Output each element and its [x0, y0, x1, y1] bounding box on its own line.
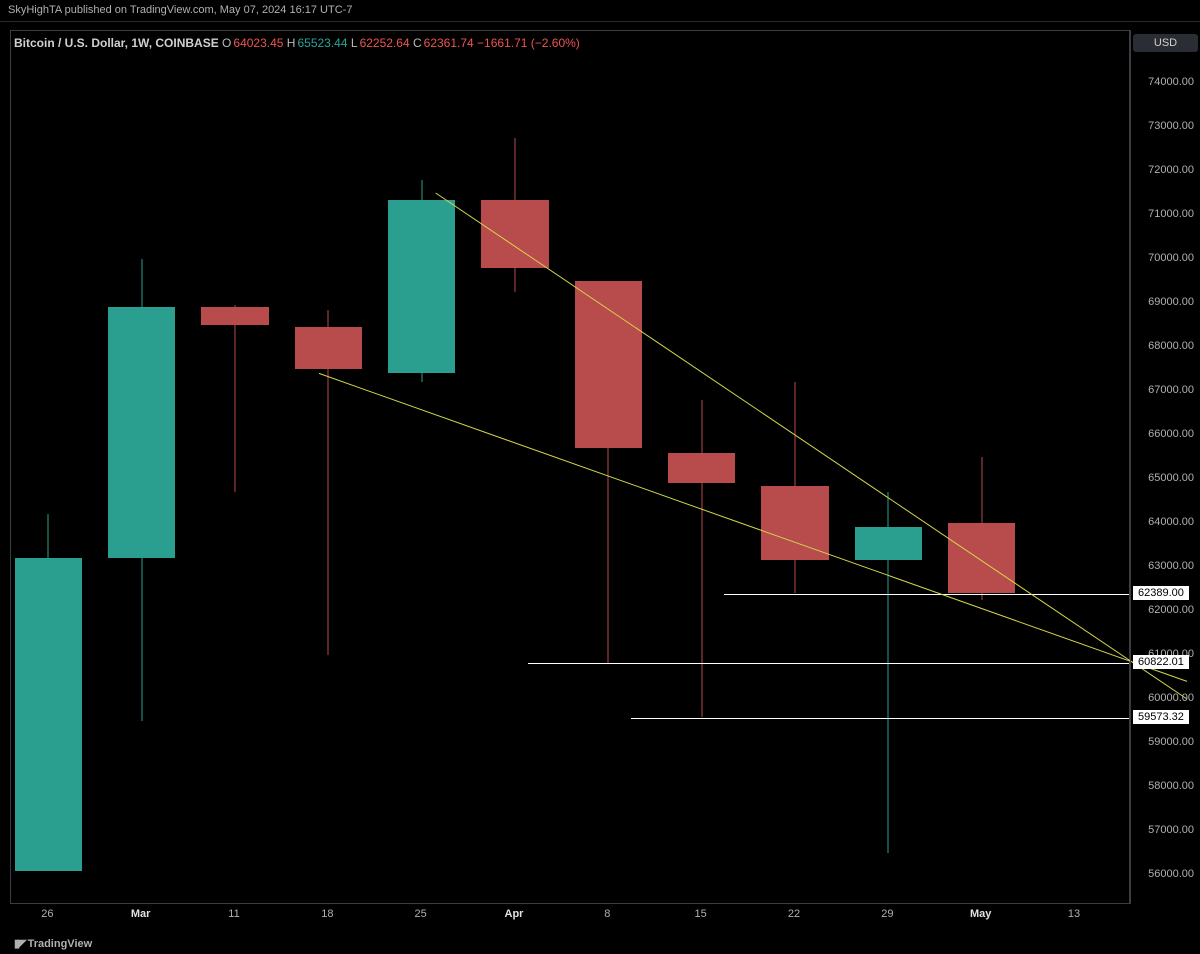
chart-header: Bitcoin / U.S. Dollar, 1W, COINBASE O640… [14, 36, 580, 50]
y-tick: 68000.00 [1148, 340, 1194, 352]
candle [295, 61, 362, 875]
x-tick: Apr [505, 908, 524, 920]
y-tick: 69000.00 [1148, 296, 1194, 308]
y-tick: 59000.00 [1148, 736, 1194, 748]
x-tick: 25 [415, 908, 427, 920]
x-tick: 18 [321, 908, 333, 920]
y-tick: 57000.00 [1148, 824, 1194, 836]
candle [201, 61, 268, 875]
x-tick: 26 [41, 908, 53, 920]
x-tick: May [970, 908, 991, 920]
y-tick: 70000.00 [1148, 252, 1194, 264]
y-tick: 72000.00 [1148, 164, 1194, 176]
price-line-label: 60822.01 [1133, 655, 1189, 669]
candle [948, 61, 1015, 875]
y-tick: 67000.00 [1148, 384, 1194, 396]
y-tick: 62000.00 [1148, 604, 1194, 616]
candle [761, 61, 828, 875]
y-tick: 56000.00 [1148, 868, 1194, 880]
support-line [631, 718, 1129, 719]
time-axis[interactable]: 26 Mar 11 18 25 Apr 8 15 22 29 May 13 [10, 904, 1130, 934]
publish-info: SkyHighTA published on TradingView.com, … [8, 4, 352, 16]
x-tick: 22 [788, 908, 800, 920]
x-tick: 8 [604, 908, 610, 920]
watermark-text: TradingView [28, 938, 93, 950]
ohlc-readout: O64023.45 H65523.44 L62252.64 C62361.74 … [222, 36, 580, 50]
candle [668, 61, 735, 875]
y-tick: 71000.00 [1148, 208, 1194, 220]
y-tick: 66000.00 [1148, 428, 1194, 440]
y-tick: 60000.00 [1148, 692, 1194, 704]
y-tick: 73000.00 [1148, 120, 1194, 132]
candle [855, 61, 922, 875]
support-line [528, 663, 1129, 664]
candle [575, 61, 642, 875]
candle [15, 61, 82, 875]
x-tick: Mar [131, 908, 151, 920]
y-tick: 65000.00 [1148, 472, 1194, 484]
candle [388, 61, 455, 875]
support-line [724, 594, 1129, 595]
x-tick: 29 [881, 908, 893, 920]
tradingview-icon: ▮◤ [14, 938, 25, 950]
price-line-label: 59573.32 [1133, 710, 1189, 724]
candle [481, 61, 548, 875]
currency-badge[interactable]: USD [1133, 34, 1198, 52]
watermark: ▮◤ TradingView [14, 937, 92, 950]
x-tick: 11 [228, 908, 239, 920]
publish-info-bar: SkyHighTA published on TradingView.com, … [0, 0, 1200, 22]
symbol-label: Bitcoin / U.S. Dollar, 1W, COINBASE [14, 36, 219, 50]
chart-area[interactable] [10, 30, 1130, 904]
y-tick: 64000.00 [1148, 516, 1194, 528]
y-tick: 63000.00 [1148, 560, 1194, 572]
price-line-label: 62389.00 [1133, 586, 1189, 600]
price-axis[interactable]: USD 74000.00 73000.00 72000.00 71000.00 7000… [1130, 30, 1200, 904]
x-tick: 15 [695, 908, 707, 920]
x-tick: 13 [1068, 908, 1080, 920]
y-tick: 74000.00 [1148, 76, 1194, 88]
y-tick: 58000.00 [1148, 780, 1194, 792]
candle [108, 61, 175, 875]
plot-region [11, 61, 1129, 873]
